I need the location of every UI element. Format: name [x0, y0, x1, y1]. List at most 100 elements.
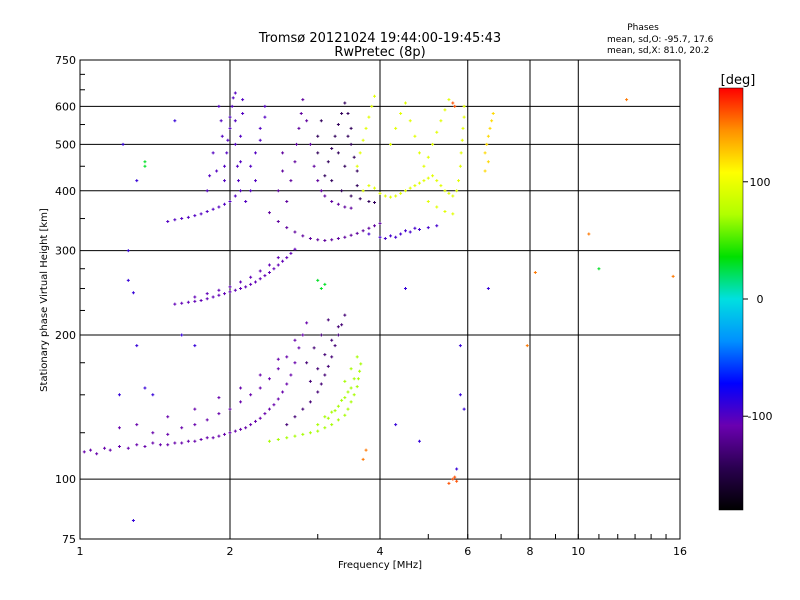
- data-point: [180, 333, 184, 337]
- data-point: [143, 386, 147, 390]
- data-point: [323, 238, 327, 242]
- data-point: [671, 274, 675, 278]
- data-point: [135, 179, 139, 183]
- data-point: [462, 407, 466, 411]
- data-point: [285, 226, 289, 230]
- data-point: [301, 333, 305, 337]
- data-point: [249, 275, 253, 279]
- data-point: [249, 189, 253, 193]
- data-point: [217, 205, 221, 209]
- data-point: [417, 151, 421, 155]
- data-point: [253, 419, 257, 423]
- data-point: [462, 115, 466, 119]
- data-point: [199, 438, 203, 441]
- data-point: [336, 325, 340, 329]
- data-point: [316, 238, 320, 242]
- data-point: [180, 426, 184, 430]
- data-point: [276, 438, 280, 441]
- data-point: [173, 302, 177, 306]
- data-point: [352, 377, 356, 381]
- data-point: [217, 104, 221, 108]
- data-point: [439, 119, 443, 123]
- data-point: [267, 271, 271, 275]
- data-point: [443, 108, 447, 112]
- data-point: [389, 195, 393, 199]
- data-point: [435, 224, 439, 228]
- data-point: [394, 194, 398, 198]
- data-point: [230, 104, 234, 108]
- colorbar-tick-label: 100: [750, 176, 771, 189]
- data-point: [486, 134, 490, 138]
- data-point: [305, 321, 309, 325]
- data-point: [193, 344, 197, 348]
- x-tick-label: 16: [673, 545, 687, 558]
- data-point: [326, 160, 330, 164]
- data-point: [217, 288, 221, 292]
- data-point: [295, 142, 299, 146]
- data-point: [597, 267, 601, 271]
- data-point: [312, 164, 316, 168]
- data-point: [151, 441, 155, 445]
- data-point: [346, 134, 350, 138]
- data-point: [217, 396, 221, 400]
- data-point: [239, 400, 243, 404]
- data-point: [316, 179, 320, 183]
- data-point: [276, 189, 280, 193]
- data-point: [249, 164, 253, 168]
- data-point: [215, 169, 219, 173]
- data-point: [355, 231, 359, 235]
- data-point: [352, 155, 356, 159]
- data-point: [312, 346, 316, 350]
- data-point: [121, 142, 125, 146]
- data-point: [435, 179, 439, 183]
- data-point: [319, 119, 323, 123]
- data-point: [233, 288, 237, 292]
- x-tick-label: 10: [571, 545, 585, 558]
- data-point: [223, 202, 227, 206]
- data-point: [330, 238, 334, 242]
- data-point: [356, 377, 360, 381]
- data-point: [323, 174, 327, 178]
- data-point: [180, 301, 184, 305]
- data-point: [285, 382, 289, 386]
- data-point: [343, 313, 347, 317]
- data-point: [355, 169, 359, 173]
- data-point: [276, 256, 280, 260]
- data-point: [293, 415, 297, 419]
- colorbar: [718, 87, 744, 511]
- data-point: [349, 194, 353, 198]
- data-point: [297, 346, 301, 350]
- data-point: [408, 230, 412, 234]
- data-point: [394, 423, 398, 427]
- data-point: [228, 126, 232, 130]
- grid: [80, 60, 680, 539]
- data-point: [378, 221, 382, 225]
- data-point: [126, 249, 130, 253]
- data-point: [211, 295, 215, 299]
- data-point: [349, 142, 353, 146]
- data-point: [301, 98, 305, 102]
- data-point: [486, 287, 490, 291]
- stats-o: mean, sd,O: -95.7, 17.6: [607, 35, 714, 45]
- data-point: [389, 142, 393, 146]
- data-point: [126, 278, 130, 282]
- data-point: [355, 164, 359, 168]
- data-point: [289, 373, 293, 377]
- data-point: [373, 94, 377, 98]
- data-point: [349, 400, 353, 404]
- data-point: [233, 119, 237, 123]
- data-point: [451, 194, 455, 198]
- data-point: [173, 218, 177, 222]
- data-point: [358, 151, 362, 155]
- data-point: [244, 285, 248, 289]
- data-point: [367, 115, 371, 119]
- data-point: [151, 393, 155, 397]
- data-point: [205, 418, 209, 422]
- data-point: [220, 134, 224, 138]
- data-point: [193, 299, 197, 303]
- data-point: [316, 367, 320, 371]
- data-point: [349, 386, 353, 390]
- y-tick-label: 400: [55, 185, 76, 198]
- x-tick-label: 2: [227, 545, 234, 558]
- chart-title: Tromsø 20121024 19:44:00-19:45:43: [258, 31, 501, 46]
